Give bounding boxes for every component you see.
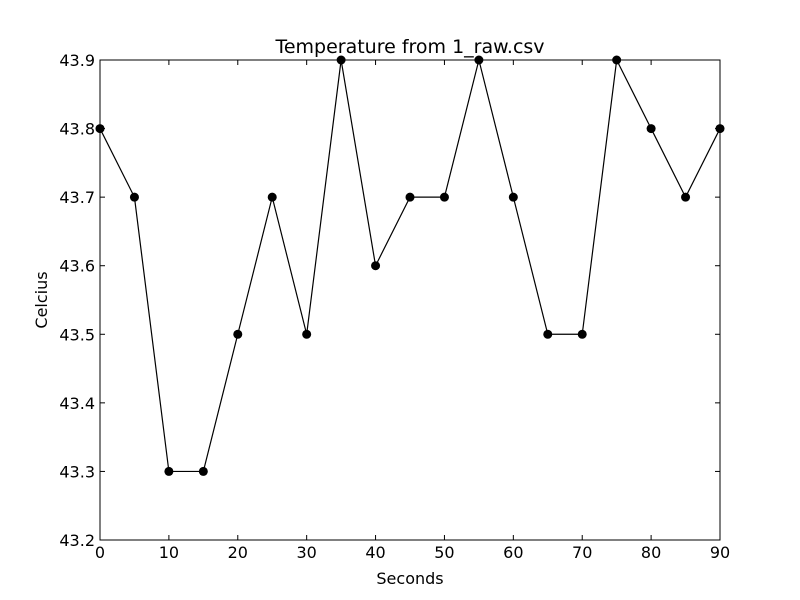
plot-area-frame <box>99 59 721 541</box>
data-point <box>543 329 553 339</box>
data-point <box>233 329 243 339</box>
x-tick-label: 80 <box>641 543 661 562</box>
x-tick-label: 40 <box>365 543 385 562</box>
data-point <box>646 124 656 134</box>
x-tick-label: 60 <box>503 543 523 562</box>
axis-ticks <box>99 59 721 541</box>
x-tick-label: 20 <box>228 543 248 562</box>
x-tick-label: 90 <box>710 543 730 562</box>
y-tick-label: 43.7 <box>59 188 95 207</box>
data-point <box>508 192 518 202</box>
x-tick-label: 10 <box>159 543 179 562</box>
y-tick-label: 43.6 <box>59 257 95 276</box>
y-axis-label: Celcius <box>32 271 51 328</box>
data-point <box>405 192 415 202</box>
data-point <box>198 466 208 476</box>
data-point <box>681 192 691 202</box>
x-axis-label: Seconds <box>376 569 443 588</box>
y-tick-label: 43.4 <box>59 394 95 413</box>
data-point <box>439 192 449 202</box>
data-point <box>129 192 139 202</box>
chart-title: Temperature from 1_raw.csv <box>274 36 544 58</box>
data-point <box>371 261 381 271</box>
data-point <box>302 329 312 339</box>
y-tick-label: 43.3 <box>59 462 95 481</box>
x-tick-label: 0 <box>95 543 105 562</box>
data-point <box>267 192 277 202</box>
axis-tick-labels: 0 10 20 30 40 50 60 70 80 90 43.2 43.3 43.4 43.5 43.6 4… <box>59 51 730 562</box>
y-tick-label: 43.2 <box>59 531 95 550</box>
x-tick-label: 70 <box>572 543 592 562</box>
y-tick-label: 43.8 <box>59 120 95 139</box>
data-point <box>164 466 174 476</box>
y-tick-label: 43.5 <box>59 325 95 344</box>
x-tick-label: 50 <box>434 543 454 562</box>
x-tick-label: 30 <box>296 543 316 562</box>
y-tick-label: 43.9 <box>59 51 95 70</box>
data-point <box>577 329 587 339</box>
